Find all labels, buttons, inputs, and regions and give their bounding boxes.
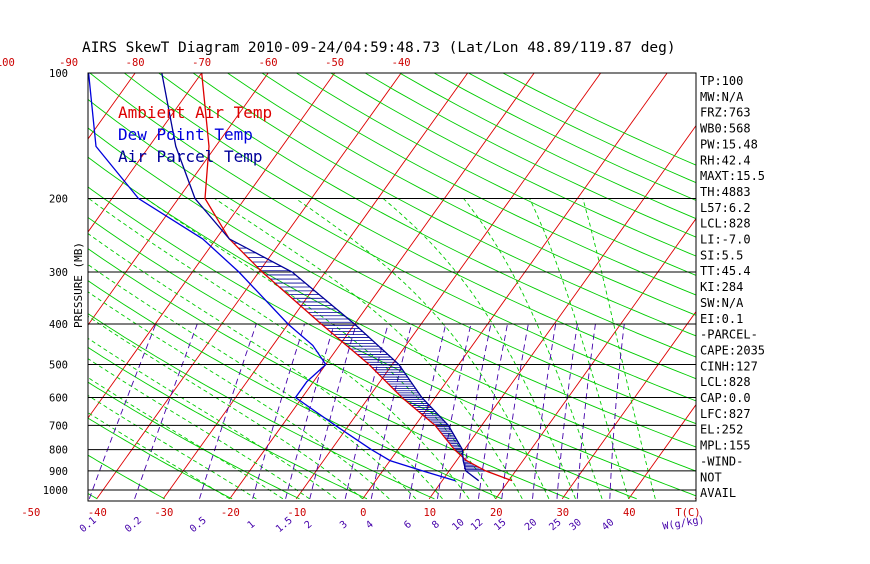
stats-line: MPL:155: [700, 439, 751, 453]
top-temp-tick-label: -100: [0, 57, 15, 69]
legend-entry: Air Parcel Temp: [118, 147, 263, 166]
bottom-temp-tick-label: -50: [21, 507, 40, 519]
stats-line: EI:0.1: [700, 312, 743, 326]
stats-line: KI:284: [700, 280, 743, 294]
bottom-temp-tick-label: 40: [623, 507, 636, 519]
stats-line: PW:15.48: [700, 137, 758, 151]
y-axis-label: PRESSURE (MB): [72, 242, 85, 328]
pressure-tick-label: 400: [49, 319, 68, 331]
top-temp-tick-label: -70: [192, 57, 211, 69]
stats-line: CAP:0.0: [700, 391, 751, 405]
pressure-tick-label: 1000: [43, 485, 68, 497]
stats-line: CAPE:2035: [700, 343, 765, 357]
stats-line: FRZ:763: [700, 106, 751, 120]
legend-entry: Dew Point Temp: [118, 125, 253, 144]
bottom-temp-tick-label: 0: [360, 507, 366, 519]
stats-line: TT:45.4: [700, 264, 751, 278]
bottom-temp-tick-label: -30: [154, 507, 173, 519]
stats-line: MAXT:15.5: [700, 169, 765, 183]
stats-line: SW:N/A: [700, 296, 744, 310]
bottom-temp-tick-label: -10: [287, 507, 306, 519]
top-temp-tick-label: -60: [259, 57, 278, 69]
legend: Ambient Air Temp Dew Point Temp Air Parcel…: [118, 103, 272, 166]
stats-line: RH:42.4: [700, 153, 751, 167]
pressure-tick-label: 900: [49, 466, 68, 478]
stats-line: WB0:568: [700, 122, 751, 136]
stats-line: AVAIL: [700, 486, 736, 500]
pressure-tick-label: 800: [49, 445, 68, 457]
stats-line: -PARCEL-: [700, 328, 758, 342]
stats-line: NOT: [700, 470, 722, 484]
bottom-temp-tick-label: 10: [423, 507, 436, 519]
stats-line: -WIND-: [700, 454, 743, 468]
stats-line: EL:252: [700, 423, 743, 437]
bottom-temp-tick-label: -20: [221, 507, 240, 519]
stats-line: LI:-7.0: [700, 233, 751, 247]
stats-line: CINH:127: [700, 359, 758, 373]
stats-line: LFC:827: [700, 407, 751, 421]
stats-line: LCL:828: [700, 217, 751, 231]
top-temp-tick-label: -80: [126, 57, 145, 69]
stats-line: TP:100: [700, 74, 743, 88]
pressure-tick-label: 600: [49, 392, 68, 404]
top-temp-tick-label: -40: [392, 57, 411, 69]
bottom-temp-tick-label: 30: [556, 507, 569, 519]
stats-line: MW:N/A: [700, 90, 744, 104]
pressure-tick-label: 700: [49, 420, 68, 432]
top-temp-tick-label: -90: [59, 57, 78, 69]
stats-line: SI:5.5: [700, 248, 743, 262]
stats-line: TH:4883: [700, 185, 751, 199]
pressure-tick-label: 300: [49, 267, 68, 279]
pressure-tick-label: 100: [49, 68, 68, 80]
stats-line: LCL:828: [700, 375, 751, 389]
chart-title: AIRS SkewT Diagram 2010-09-24/04:59:48.7…: [82, 40, 676, 56]
pressure-tick-label: 200: [49, 194, 68, 206]
pressure-tick-label: 500: [49, 359, 68, 371]
stats-line: L57:6.2: [700, 201, 751, 215]
legend-entry: Ambient Air Temp: [118, 103, 272, 122]
top-temp-tick-label: -50: [325, 57, 344, 69]
